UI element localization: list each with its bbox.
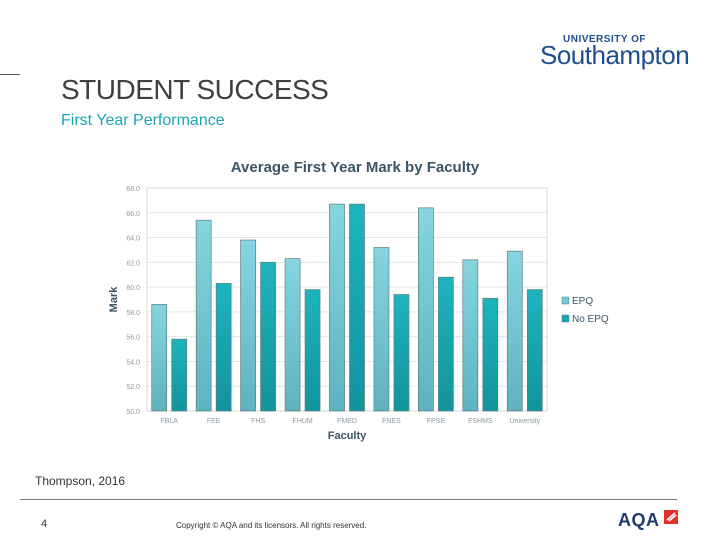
bar-no-epq <box>171 338 188 412</box>
y-tick-label: 54.0 <box>126 359 140 366</box>
x-tick-label: FHUM <box>292 418 312 425</box>
logo-small-text: UNIVERSITY OF <box>563 34 646 45</box>
aqa-logo-text: AQA <box>618 510 660 530</box>
bar-no-epq <box>215 283 232 412</box>
x-tick-label: FMED <box>337 418 357 425</box>
bar-epq <box>462 259 479 412</box>
bar-no-epq <box>438 276 454 412</box>
citation: Thompson, 2016 <box>35 474 126 488</box>
x-axis-label: Faculty <box>328 430 367 442</box>
y-tick-label: 62.0 <box>126 260 140 267</box>
bar-no-epq <box>304 289 321 412</box>
slide-subtitle: First Year Performance <box>61 112 225 129</box>
legend-swatch <box>561 314 570 323</box>
bar-no-epq <box>482 297 499 412</box>
bar-epq <box>284 258 301 412</box>
aqa-logo: AQA <box>618 508 678 532</box>
bar-epq <box>240 239 256 412</box>
bar-epq <box>506 250 523 412</box>
copyright-text: Copyright © AQA and its licensors. All r… <box>176 521 367 530</box>
x-tick-label: FBLA <box>160 418 178 425</box>
x-tick-label: FPSE <box>427 418 446 425</box>
logo-big-text: Southampton <box>540 40 690 70</box>
y-tick-label: 52.0 <box>126 384 140 391</box>
bar-epq <box>329 203 345 412</box>
top-divider <box>0 74 20 75</box>
bar-epq <box>151 304 168 412</box>
x-tick-label: FSHMS <box>468 418 493 425</box>
y-tick-label: 58.0 <box>126 310 140 317</box>
bottom-divider <box>20 499 677 500</box>
y-tick-label: 68.0 <box>126 186 140 193</box>
y-tick-label: 64.0 <box>126 236 140 243</box>
legend-swatch <box>561 296 570 305</box>
bar-no-epq <box>260 261 276 412</box>
bar-no-epq <box>393 294 410 412</box>
legend-label: EPQ <box>572 296 593 307</box>
bar-epq <box>195 219 212 412</box>
y-tick-label: 66.0 <box>126 211 140 218</box>
bar-epq <box>418 207 434 412</box>
bar-no-epq <box>526 289 543 412</box>
chart-title: Average First Year Mark by Faculty <box>230 159 480 176</box>
y-tick-label: 50.0 <box>126 409 140 416</box>
page-number: 4 <box>41 518 48 530</box>
x-tick-label: FHS <box>251 418 265 425</box>
aqa-logo-mark-icon <box>664 510 678 524</box>
y-tick-label: 56.0 <box>126 335 140 342</box>
slide-title: STUDENT SUCCESS <box>61 74 329 105</box>
x-tick-label: FNES <box>382 418 401 425</box>
y-tick-label: 60.0 <box>126 285 140 292</box>
y-axis-label: Mark <box>108 286 120 313</box>
x-tick-label: University <box>509 418 540 425</box>
university-logo: UNIVERSITY OF Southampton <box>540 32 690 72</box>
bar-no-epq <box>349 203 365 412</box>
x-tick-label: FEE <box>207 418 221 425</box>
plot-border <box>146 187 548 412</box>
bar-epq <box>373 247 390 412</box>
legend-label: No EPQ <box>572 314 609 325</box>
